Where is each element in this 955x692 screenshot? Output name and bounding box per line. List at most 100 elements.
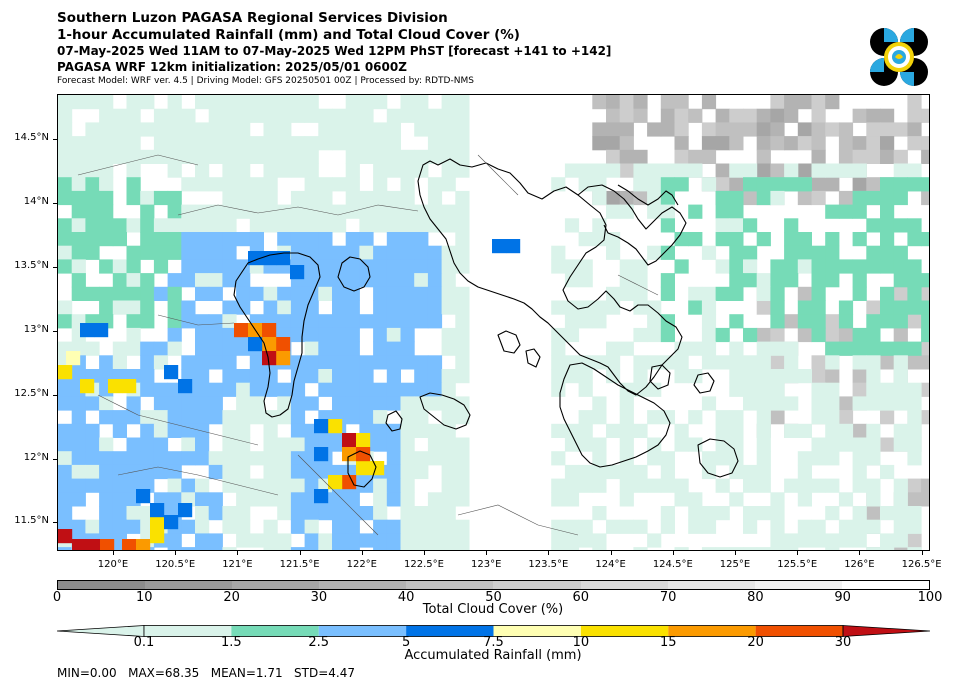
rain-cell	[674, 177, 689, 192]
cloud-cell	[633, 149, 648, 164]
rain-cell	[236, 108, 251, 123]
cloud-cell	[647, 122, 662, 137]
rain-cell	[304, 547, 319, 550]
rain-cell	[140, 232, 155, 247]
rain-cell	[619, 410, 634, 425]
rain-cell	[825, 451, 840, 466]
rain-cell	[427, 300, 443, 315]
rain-cell	[880, 547, 895, 550]
cloud-cell	[825, 314, 840, 329]
rain-cell	[345, 108, 360, 123]
rain-cell	[729, 451, 744, 466]
cloud-cell	[907, 533, 922, 548]
cloud-cell	[660, 122, 675, 137]
rain-cell	[743, 273, 758, 288]
rain-cell	[455, 218, 470, 233]
rain-cell	[441, 122, 456, 137]
rain-cell	[304, 95, 319, 110]
rain-cell	[304, 218, 319, 233]
rain-cell	[633, 355, 648, 370]
rain-cell	[58, 232, 73, 247]
rain-cell	[619, 519, 634, 534]
rain-cell	[195, 204, 210, 219]
cloud-cell	[921, 382, 929, 397]
rain-cell	[304, 245, 319, 260]
rain-cell	[222, 300, 237, 315]
rain-cell	[359, 314, 374, 329]
statistics: MIN=0.00 MAX=68.35 MEAN=1.71 STD=4.47	[57, 666, 356, 680]
rain-cell	[126, 163, 141, 178]
rain-cell	[907, 300, 922, 315]
rain-cell	[58, 108, 73, 123]
cloud-cell	[797, 122, 812, 137]
rain-cell	[386, 108, 401, 123]
rain-cell	[140, 451, 155, 466]
rain-cell	[290, 410, 306, 425]
rain-cell	[715, 451, 730, 466]
cloud-cell	[674, 108, 689, 123]
rain-cell	[441, 506, 456, 521]
rain-cell	[318, 369, 333, 384]
rain-cell	[414, 314, 429, 329]
rain-cell	[729, 369, 744, 384]
rain-cell	[373, 382, 388, 397]
rain-cell	[332, 286, 347, 301]
rain-colorbar-segment	[580, 625, 669, 637]
rain-cell	[304, 464, 319, 480]
rain-cell	[729, 341, 744, 356]
rain-cell	[578, 533, 593, 548]
rain-cell	[414, 149, 429, 164]
rain-cell	[400, 464, 415, 480]
cloud-cell	[701, 136, 717, 151]
rain-cell	[852, 464, 867, 480]
rain-cell	[688, 232, 703, 247]
rain-colorbar-segment	[231, 625, 319, 637]
rain-cell	[893, 519, 908, 534]
rain-cell	[441, 423, 456, 438]
rain-cell	[222, 245, 237, 260]
rain-cell	[660, 163, 675, 178]
cloud-cell	[880, 355, 895, 370]
rain-cell	[99, 519, 114, 534]
rain-cell	[633, 464, 648, 480]
rain-cell	[811, 533, 826, 548]
rain-cell	[85, 519, 100, 534]
rain-cell	[167, 204, 182, 219]
rain-cell	[249, 95, 264, 110]
rain-cell	[236, 300, 251, 315]
rain-colorbar-tick: 2.5	[308, 635, 330, 650]
cloud-cell	[907, 492, 922, 507]
rain-cell	[784, 259, 799, 274]
rain-cell	[893, 437, 908, 452]
rain-cell	[140, 245, 155, 260]
rain-cell	[770, 259, 785, 274]
rain-cell	[222, 122, 237, 137]
rain-cell	[880, 177, 895, 192]
rain-cell	[564, 533, 580, 548]
rain-cell	[880, 300, 895, 315]
cloud-cell	[907, 136, 922, 151]
rain-cell	[633, 177, 648, 192]
rain-cell	[99, 464, 114, 480]
rain-cell	[386, 492, 401, 507]
cloud-cell	[770, 163, 785, 178]
rain-cell	[647, 190, 662, 206]
rain-cell	[441, 177, 456, 192]
rain-cell	[921, 314, 929, 329]
rain-cell	[277, 506, 292, 521]
rain-cell	[153, 341, 169, 356]
rain-cell	[770, 273, 785, 288]
rain-hotspot-cell	[72, 539, 87, 550]
cloud-cell	[633, 190, 648, 206]
rain-cell	[400, 492, 415, 507]
rain-cell	[633, 300, 648, 315]
rain-cell	[290, 149, 306, 164]
rain-cell	[85, 464, 100, 480]
rain-cell	[99, 149, 114, 164]
rain-cell	[99, 300, 114, 315]
rain-cell	[701, 177, 717, 192]
cloud-cell	[770, 136, 785, 151]
rain-cell	[592, 478, 607, 493]
rain-hotspot-cell	[108, 379, 123, 394]
rain-cell	[701, 464, 717, 480]
